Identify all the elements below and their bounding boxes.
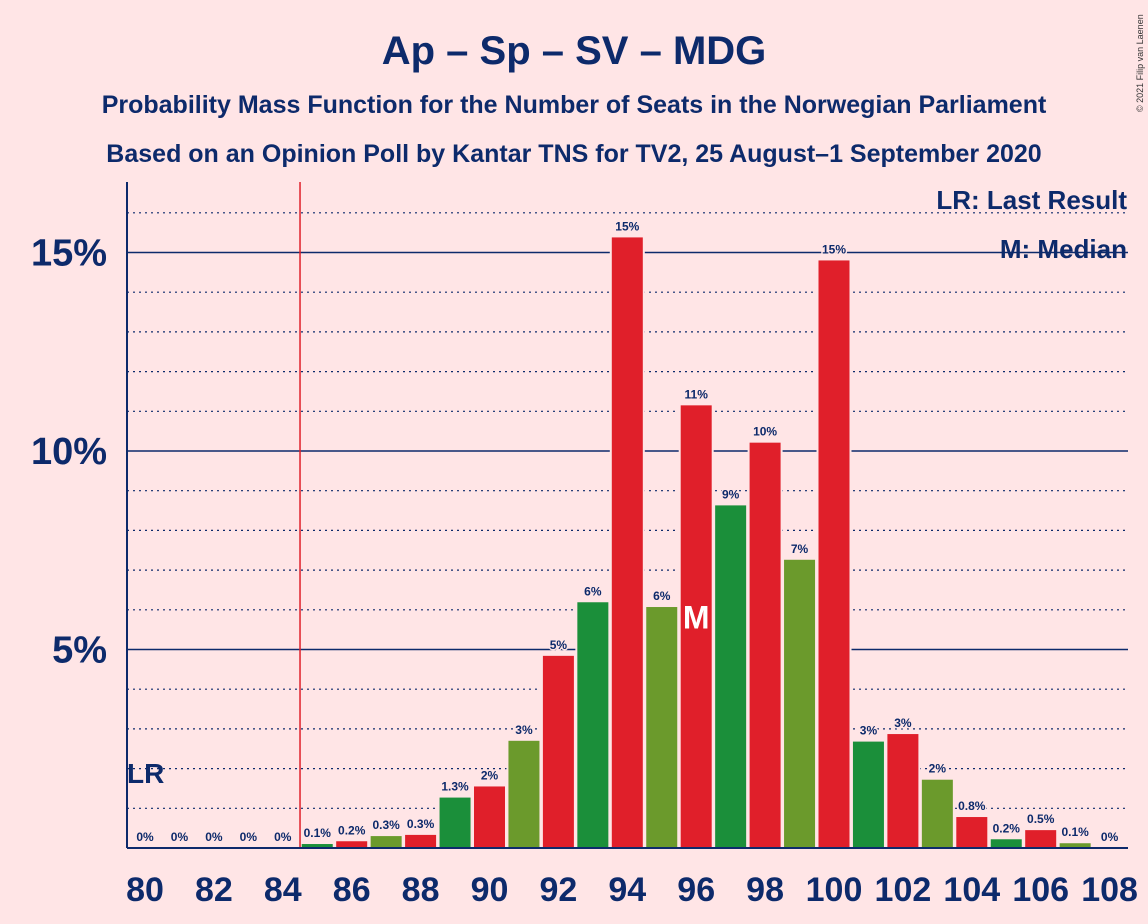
bar-seat-104	[956, 817, 988, 848]
bar-label-seat-91: 3%	[515, 723, 533, 737]
bar-label-seat-106: 0.5%	[1027, 812, 1055, 826]
copyright-notice: © 2021 Filip van Laenen	[1135, 14, 1145, 112]
bar-label-seat-107: 0.1%	[1061, 825, 1089, 839]
y-tick-labels: 5% 10% 15%	[31, 233, 107, 672]
bar-seat-92	[542, 655, 574, 848]
bar-label-seat-101: 3%	[860, 724, 878, 738]
bar-label-seat-87: 0.3%	[372, 818, 400, 832]
median-marker: M	[683, 600, 710, 636]
bar-seat-87	[370, 836, 402, 848]
bar-label-seat-88: 0.3%	[407, 817, 435, 831]
bar-label-seat-108: 0%	[1101, 830, 1119, 844]
bar-label-seat-96: 11%	[685, 387, 709, 401]
bar-label-seat-82: 0%	[205, 830, 223, 844]
bar-label-seat-103: 2%	[929, 762, 947, 776]
bar-label-seat-104: 0.8%	[958, 799, 986, 813]
bar-seat-99	[784, 559, 816, 848]
y-tick-label: 5%	[52, 630, 107, 672]
bar-label-seat-85: 0.1%	[304, 826, 332, 840]
last-result-marker: LR	[127, 758, 164, 789]
bar-label-seat-90: 2%	[481, 768, 499, 782]
bar-label-seat-95: 6%	[653, 589, 671, 603]
x-tick-label: 108	[1081, 871, 1138, 909]
bar-seat-89	[439, 797, 471, 848]
x-tick-label: 94	[608, 871, 646, 909]
bar-seat-100	[818, 260, 850, 848]
x-tick-label: 88	[402, 871, 440, 909]
bar-seat-105	[990, 839, 1022, 848]
bar-label-seat-93: 6%	[584, 584, 602, 598]
bar-label-seat-97: 9%	[722, 487, 740, 501]
bar-seat-88	[405, 834, 437, 848]
y-tick-label: 10%	[31, 431, 107, 473]
bar-label-seat-84: 0%	[274, 830, 292, 844]
bar-seat-91	[508, 740, 540, 848]
y-tick-label: 15%	[31, 233, 107, 275]
x-tick-label: 100	[806, 871, 863, 909]
bar-seat-103	[921, 779, 953, 848]
legend-last-result: LR: Last Result	[936, 185, 1127, 215]
chart-subtitle-2: Based on an Opinion Poll by Kantar TNS f…	[106, 140, 1041, 168]
bar-label-seat-80: 0%	[136, 830, 154, 844]
bar-label-seat-99: 7%	[791, 542, 809, 556]
bar-seat-101	[852, 741, 884, 848]
bar-label-seat-89: 1.3%	[441, 780, 469, 794]
x-tick-label: 98	[746, 871, 784, 909]
x-tick-label: 90	[471, 871, 509, 909]
bar-seat-107	[1059, 843, 1091, 848]
chart-subtitle-1: Probability Mass Function for the Number…	[102, 91, 1047, 119]
bar-seat-86	[336, 841, 368, 848]
bar-label-seat-100: 15%	[822, 242, 846, 256]
legend-median: M: Median	[1000, 234, 1127, 264]
bar-label-seat-83: 0%	[240, 830, 258, 844]
bar-seat-98	[749, 442, 781, 848]
bar-seat-97	[715, 505, 747, 848]
bars	[299, 235, 1093, 848]
gridlines	[127, 212, 1128, 809]
x-tick-label: 102	[875, 871, 932, 909]
bar-seat-96	[680, 405, 712, 848]
bar-label-seat-102: 3%	[894, 716, 912, 730]
bar-label-seat-81: 0%	[171, 830, 189, 844]
bar-label-seat-92: 5%	[550, 638, 568, 652]
x-tick-label: 86	[333, 871, 371, 909]
x-tick-label: 104	[943, 871, 1000, 909]
bar-seat-95	[646, 607, 678, 848]
bar-seat-90	[474, 786, 505, 848]
x-tick-label: 96	[677, 871, 715, 909]
bar-label-seat-86: 0.2%	[338, 823, 366, 837]
x-tick-label: 82	[195, 871, 233, 909]
x-tick-label: 92	[539, 871, 577, 909]
bar-seat-106	[1025, 830, 1057, 848]
bar-label-seat-98: 10%	[753, 425, 777, 439]
bar-label-seat-105: 0.2%	[993, 821, 1021, 835]
x-tick-label: 80	[126, 871, 164, 909]
bar-seat-94	[611, 237, 643, 848]
chart-title: Ap – Sp – SV – MDG	[382, 29, 767, 73]
bar-labels: 0% 0% 0% 0% 0% 0.1% 0.2% 0.3% 0.3% 1.3% 2% 3% 5% 6% 15…	[135, 218, 1120, 846]
bar-seat-93	[577, 602, 609, 848]
bar-seat-85	[301, 844, 333, 848]
bar-seat-102	[887, 734, 919, 848]
bar-label-seat-94: 15%	[615, 219, 639, 233]
x-tick-labels: 80 82 84 86 88 90 92 94 96 98 100 102 104 106 108	[126, 871, 1138, 909]
x-tick-label: 84	[264, 871, 302, 909]
x-tick-label: 106	[1012, 871, 1069, 909]
